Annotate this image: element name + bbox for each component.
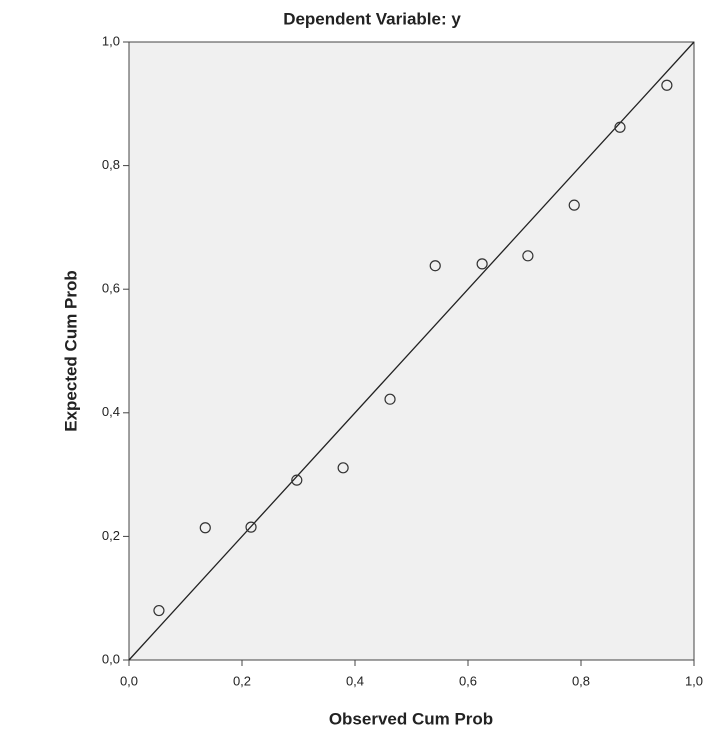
x-tick-label: 0,8 xyxy=(572,673,590,688)
y-tick-label: 1,0 xyxy=(102,33,120,48)
y-tick-label: 0,8 xyxy=(102,157,120,172)
x-axis-label: Observed Cum Prob xyxy=(329,709,493,728)
chart-title: Dependent Variable: y xyxy=(283,9,461,28)
y-tick-label: 0,2 xyxy=(102,528,120,543)
x-tick-label: 0,2 xyxy=(233,673,251,688)
x-tick-label: 0,6 xyxy=(459,673,477,688)
y-tick-label: 0,6 xyxy=(102,281,120,296)
chart: Dependent Variable: y Observed Cum Prob … xyxy=(0,0,707,734)
x-tick-label: 0,0 xyxy=(120,673,138,688)
x-tick-label: 1,0 xyxy=(685,673,703,688)
y-tick-label: 0,4 xyxy=(102,404,120,419)
y-tick-label: 0,0 xyxy=(102,651,120,666)
y-axis-label: Expected Cum Prob xyxy=(61,270,80,432)
x-tick-label: 0,4 xyxy=(346,673,364,688)
